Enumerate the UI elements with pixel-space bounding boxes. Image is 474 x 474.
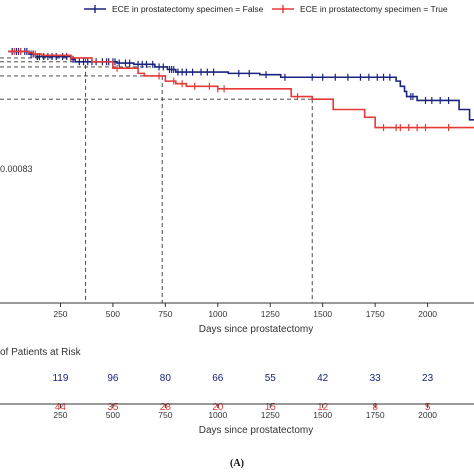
x-axis-tick-label-4: 1250	[261, 309, 280, 319]
risk-count-false-6: 33	[370, 373, 382, 384]
legend-label-true: ECE in prostatectomy specimen = True	[300, 4, 448, 14]
risk-table: of Patients at Risk 11944963580286620551…	[0, 347, 474, 436]
reference-lines	[0, 57, 313, 303]
x-axis-label: Days since prostatectomy	[199, 324, 314, 335]
risk-x-axis-tick-label-2: 750	[158, 410, 172, 420]
survival-curve-0	[8, 50, 474, 121]
x-axis-tick-label-2: 750	[158, 309, 172, 319]
risk-count-false-4: 55	[265, 373, 277, 384]
risk-x-axis-tick-label-3: 1000	[208, 410, 227, 420]
risk-x-axis-label: Days since prostatectomy	[199, 425, 314, 436]
risk-x-axis-tick-label-4: 1250	[261, 410, 280, 420]
x-axis-ticks: 2505007501000125015001750200022	[53, 303, 437, 319]
risk-table-rows: 119449635802866205515421233823512	[52, 373, 434, 413]
legend: ECE in prostatectomy specimen = False EC…	[84, 4, 448, 14]
survival-curve-1	[8, 50, 474, 129]
risk-x-axis-tick-label-1: 500	[106, 410, 120, 420]
risk-table-title: of Patients at Risk	[0, 347, 82, 358]
pvalue-text: 0.00083	[0, 164, 33, 174]
x-axis-tick-label-6: 1750	[366, 309, 385, 319]
risk-count-false-7: 23	[422, 373, 434, 384]
survival-curves	[8, 47, 474, 132]
risk-count-false-2: 80	[160, 373, 172, 384]
risk-x-axis-tick-label-0: 250	[53, 410, 67, 420]
risk-x-axis-tick-label-5: 1500	[313, 410, 332, 420]
risk-count-false-1: 96	[107, 373, 119, 384]
risk-count-false-3: 66	[212, 373, 224, 384]
x-axis-tick-label-7: 2000	[418, 309, 437, 319]
risk-count-false-5: 42	[317, 373, 329, 384]
legend-label-false: ECE in prostatectomy specimen = False	[112, 4, 264, 14]
x-axis-tick-label-0: 250	[53, 309, 67, 319]
x-axis-tick-label-1: 500	[106, 309, 120, 319]
plot-area: 2505007501000125015001750200022 Days sin…	[0, 47, 474, 335]
risk-x-axis-tick-label-6: 1750	[366, 410, 385, 420]
risk-x-axis-ticks: 2505007501000125015001750200022	[53, 404, 437, 420]
x-axis-tick-label-3: 1000	[208, 309, 227, 319]
risk-count-false-0: 119	[52, 373, 68, 384]
x-axis-tick-label-5: 1500	[313, 309, 332, 319]
risk-x-axis-tick-label-7: 2000	[418, 410, 437, 420]
figure-caption: (A)	[230, 458, 244, 469]
legend-item-false: ECE in prostatectomy specimen = False	[84, 4, 264, 14]
legend-item-true: ECE in prostatectomy specimen = True	[272, 4, 448, 14]
